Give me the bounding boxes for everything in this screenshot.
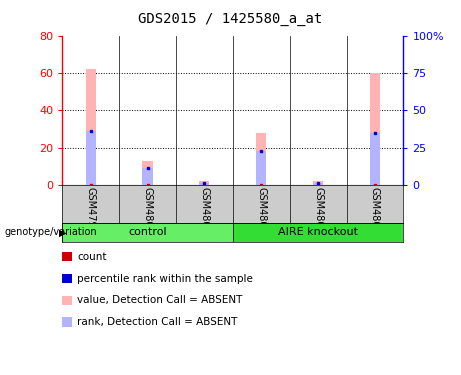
Text: rank, Detection Call = ABSENT: rank, Detection Call = ABSENT: [77, 317, 237, 327]
Bar: [142, 168, 153, 185]
Text: GSM47956: GSM47956: [86, 187, 96, 240]
Text: GSM48038: GSM48038: [256, 187, 266, 240]
Bar: [313, 181, 323, 185]
Bar: [370, 133, 380, 185]
Text: GDS2015 / 1425580_a_at: GDS2015 / 1425580_a_at: [138, 12, 323, 27]
Bar: [199, 183, 209, 185]
Text: AIRE knockout: AIRE knockout: [278, 227, 358, 237]
Text: percentile rank within the sample: percentile rank within the sample: [77, 274, 253, 284]
Bar: [233, 223, 403, 242]
Text: ▶: ▶: [59, 227, 66, 237]
Text: value, Detection Call = ABSENT: value, Detection Call = ABSENT: [77, 296, 242, 305]
Bar: [62, 223, 233, 242]
Bar: [86, 69, 96, 185]
Text: count: count: [77, 252, 106, 262]
Text: GSM48039: GSM48039: [142, 187, 153, 240]
Bar: [142, 160, 153, 185]
Bar: [370, 73, 380, 185]
Bar: [199, 181, 209, 185]
Text: GSM48044: GSM48044: [370, 187, 380, 240]
Bar: [313, 183, 323, 185]
Bar: [256, 133, 266, 185]
Bar: [256, 151, 266, 185]
Text: genotype/variation: genotype/variation: [5, 227, 97, 237]
Text: GSM48041: GSM48041: [313, 187, 323, 240]
Text: control: control: [128, 227, 167, 237]
Text: GSM48042: GSM48042: [199, 187, 209, 240]
Bar: [86, 131, 96, 185]
